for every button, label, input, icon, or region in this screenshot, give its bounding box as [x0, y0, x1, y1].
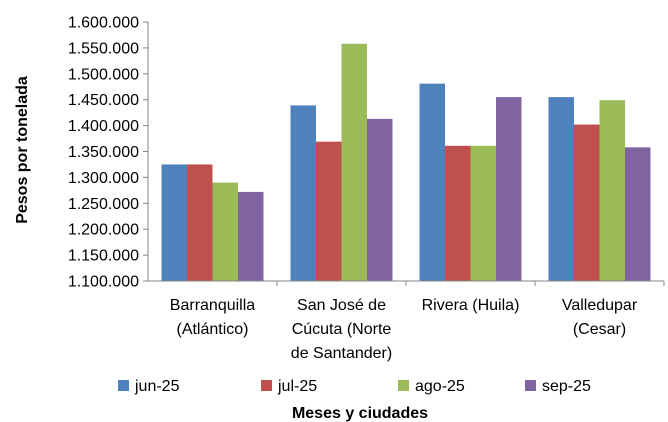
- category-label-line: San José de: [297, 297, 386, 314]
- y-tick-label: 1.150.000: [68, 248, 139, 265]
- legend-swatch-jun-25: [118, 380, 129, 391]
- legend-label-jun-25: jun-25: [134, 378, 180, 395]
- category-label: Rivera (Huila): [422, 297, 520, 314]
- legend-swatch-ago-25: [398, 380, 409, 391]
- category-label-line: de Santander): [291, 345, 392, 362]
- x-axis-categories: Barranquilla (Atlántico) San José de Cúcuta…: [170, 297, 638, 362]
- bar-ago-25-3: [470, 145, 496, 281]
- legend-swatch-sep-25: [525, 380, 536, 391]
- bar-sep-25-2: [367, 118, 393, 281]
- bar-sep-25-4: [625, 147, 651, 281]
- bar-ago-25-1: [212, 182, 238, 281]
- category-label-line: Cúcuta (Norte: [292, 321, 392, 338]
- bar-jul-25-3: [445, 145, 471, 281]
- bars-group: [161, 43, 665, 286]
- bar-jun-25-3: [419, 83, 445, 281]
- category-label-line: Valledupar: [562, 297, 638, 314]
- bar-sep-25-1: [238, 191, 264, 281]
- bar-ago-25-4: [599, 100, 625, 281]
- y-tick-label: 1.450.000: [68, 92, 139, 109]
- category-label-line: (Atlántico): [176, 321, 248, 338]
- y-tick-label: 1.350.000: [68, 144, 139, 161]
- legend-label-sep-25: sep-25: [542, 378, 591, 395]
- y-axis-ticks: 1.100.000 1.150.000 1.200.000 1.250.000 1.30…: [68, 15, 148, 291]
- y-tick-label: 1.100.000: [68, 274, 139, 291]
- category-label-line: (Cesar): [573, 321, 626, 338]
- legend: jun-25 jul-25 ago-25 sep-25: [118, 378, 591, 395]
- y-tick-label: 1.300.000: [68, 170, 139, 187]
- y-tick-label: 1.500.000: [68, 66, 139, 83]
- bar-jul-25-1: [187, 164, 213, 281]
- bar-jun-25-2: [290, 105, 316, 281]
- bar-ago-25-2: [341, 43, 367, 282]
- y-tick-label: 1.200.000: [68, 222, 139, 239]
- category-label: San José de Cúcuta (Norte de Santander): [291, 297, 392, 362]
- category-label: Barranquilla (Atlántico): [170, 297, 255, 338]
- bar-jul-25-2: [316, 141, 342, 281]
- category-label-line: Rivera (Huila): [422, 297, 520, 314]
- y-tick-label: 1.250.000: [68, 196, 139, 213]
- bar-jul-25-4: [574, 124, 600, 282]
- legend-label-ago-25: ago-25: [415, 378, 465, 395]
- bar-sep-25-3: [496, 97, 522, 281]
- category-label-line: Barranquilla: [170, 297, 255, 314]
- bar-jun-25-4: [548, 97, 574, 281]
- legend-swatch-jul-25: [261, 380, 272, 391]
- x-axis-title: Meses y ciudades: [292, 405, 428, 422]
- bar-jun-25-1: [161, 164, 187, 281]
- y-tick-label: 1.600.000: [68, 15, 139, 32]
- y-axis-title: Pesos por tonelada: [14, 76, 31, 224]
- legend-label-jul-25: jul-25: [277, 378, 317, 395]
- category-label: Valledupar (Cesar): [562, 297, 638, 338]
- y-tick-label: 1.550.000: [68, 40, 139, 57]
- y-tick-label: 1.400.000: [68, 118, 139, 135]
